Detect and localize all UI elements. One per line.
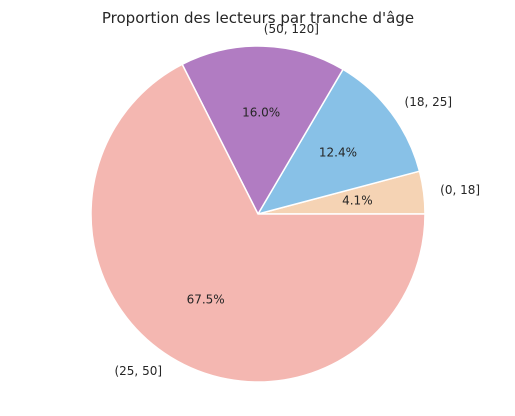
slice-category-label: (50, 120] xyxy=(264,22,319,36)
pie-labels: 4.1% (0, 18] 12.4% (18, 25] 16.0% (50, 120] 67… xyxy=(114,22,480,378)
pie-slice xyxy=(181,45,344,215)
slice-percent-label: 16.0% xyxy=(242,106,280,120)
slice-category-label: (18, 25] xyxy=(405,95,453,109)
pie-slices xyxy=(90,45,426,383)
slice-percent-label: 12.4% xyxy=(319,146,357,160)
slice-category-label: (0, 18] xyxy=(440,183,480,197)
chart-title: Proportion des lecteurs par tranche d'âg… xyxy=(102,9,414,27)
pie-slice xyxy=(90,63,426,383)
slice-category-label: (25, 50] xyxy=(114,364,162,378)
pie-slice xyxy=(257,68,421,215)
slice-percent-label: 4.1% xyxy=(342,194,373,208)
slice-percent-label: 67.5% xyxy=(187,292,225,306)
